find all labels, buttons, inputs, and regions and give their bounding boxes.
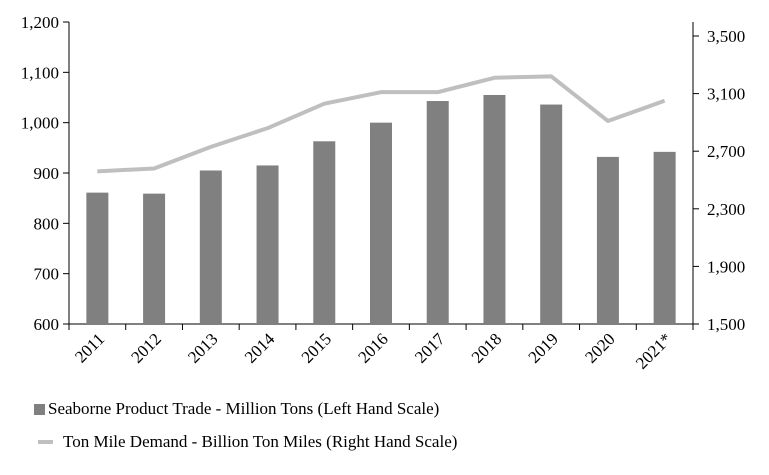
y-right-tick-label: 2,300 — [707, 200, 745, 219]
line-series — [97, 74, 666, 174]
legend-swatch-bar — [34, 403, 45, 415]
x-tick-label: 2019 — [525, 329, 562, 366]
x-tick-label: 2013 — [184, 329, 221, 366]
legend-item-bar: Seaborne Product Trade - Million Tons (L… — [34, 399, 439, 419]
legend-label-bar: Seaborne Product Trade - Million Tons (L… — [48, 399, 440, 418]
y-left-tick-label: 600 — [34, 315, 60, 334]
y-left-tick-label: 1,200 — [21, 13, 59, 32]
y-right-tick-label: 1,500 — [707, 315, 745, 334]
x-tick-label: 2020 — [581, 329, 618, 366]
y-right-tick-label: 1,900 — [707, 257, 745, 276]
y-left-tick-label: 700 — [34, 265, 60, 284]
bar-2014 — [256, 165, 279, 324]
bar-2018 — [483, 94, 506, 324]
x-tick-label: 2021* — [632, 329, 675, 372]
bar-series — [86, 94, 676, 325]
x-tick-label: 2012 — [127, 329, 164, 366]
x-tick-label: 2016 — [354, 329, 391, 366]
y-left-tick-label: 900 — [34, 164, 60, 183]
x-tick-label: 2018 — [468, 329, 505, 366]
x-tick-label: 2017 — [411, 329, 449, 367]
x-tick-label: 2011 — [71, 329, 108, 366]
bar-2011 — [86, 192, 109, 324]
x-tick-label: 2014 — [241, 329, 279, 367]
bar-2016 — [370, 122, 392, 325]
bar-2021* — [653, 151, 676, 324]
bar-2012 — [143, 193, 166, 324]
bar-2017 — [426, 101, 449, 324]
y-left-tick-label: 1,100 — [21, 63, 59, 82]
y-left-tick-label: 800 — [34, 214, 60, 233]
legend-swatch-line — [38, 440, 53, 444]
y-left-tick-label: 1,000 — [21, 114, 59, 133]
y-right-tick-label: 3,100 — [707, 85, 745, 104]
bar-2013 — [199, 170, 222, 324]
legend-item-line: Ton Mile Demand - Billion Ton Miles (Rig… — [34, 432, 457, 452]
x-tick-label: 2015 — [298, 329, 335, 366]
y-right-tick-label: 2,700 — [707, 142, 745, 161]
y-right-tick-label: 3,500 — [707, 27, 745, 46]
bar-2020 — [596, 156, 619, 324]
bar-2015 — [313, 141, 336, 324]
bar-2019 — [540, 104, 563, 325]
chart: 600 700 800 900 1,000 1,100 1,200 1,500 1,900 2,3… — [21, 13, 746, 373]
legend-label-line: Ton Mile Demand - Billion Ton Miles (Rig… — [63, 432, 458, 451]
